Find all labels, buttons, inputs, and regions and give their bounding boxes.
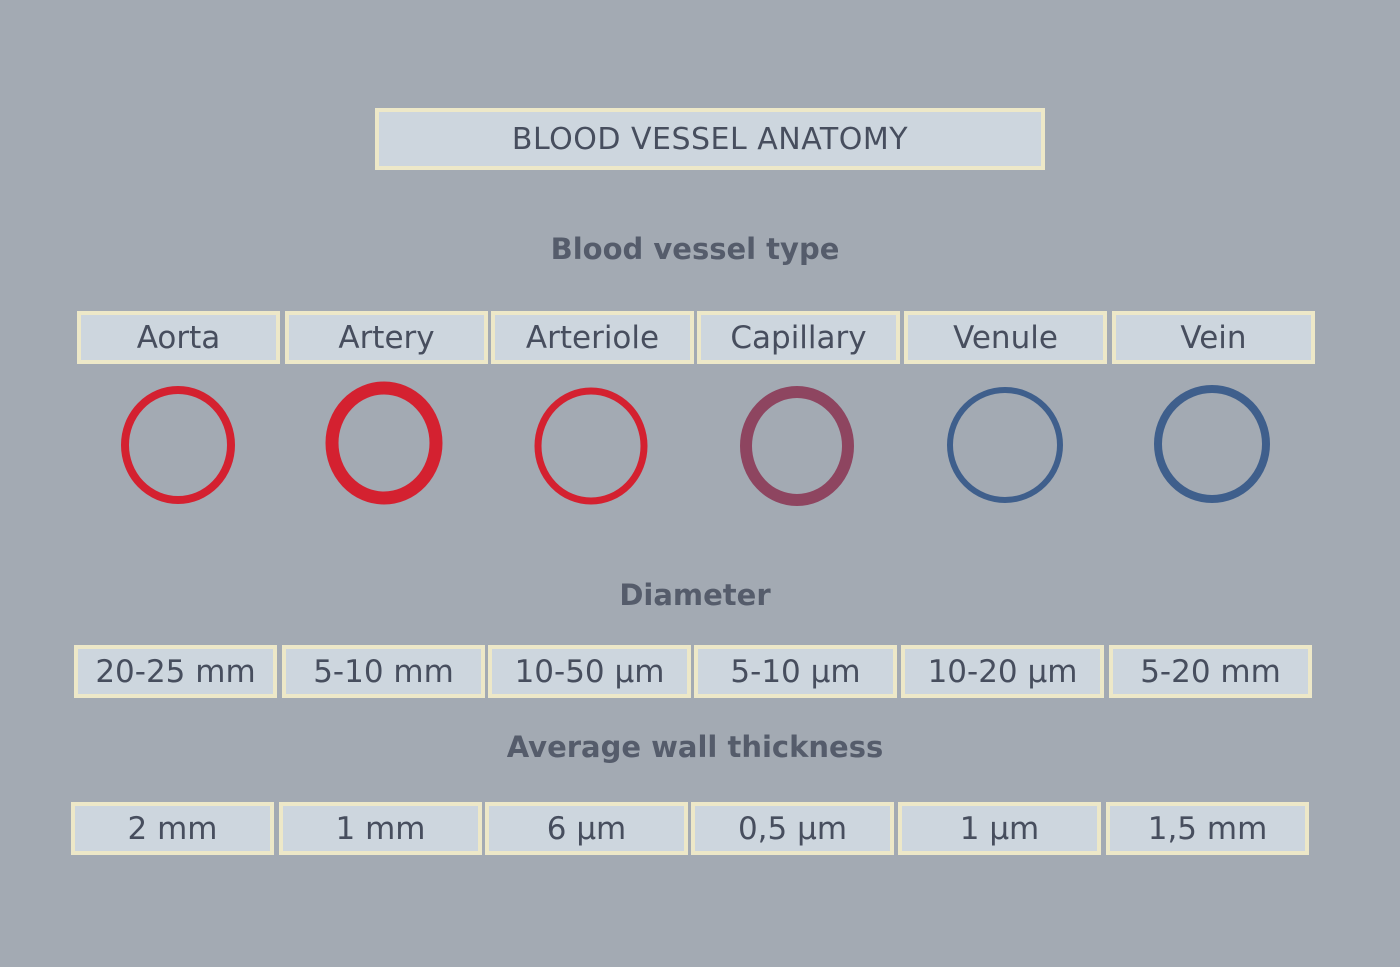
wall-thickness-value: 1,5 mm: [1106, 802, 1309, 855]
vessel-circle-artery: [325, 381, 443, 505]
heading-vessel-type: Blood vessel type: [550, 232, 840, 266]
diameter-value: 5-10 µm: [694, 645, 897, 698]
wall-thickness-value: 6 µm: [485, 802, 688, 855]
vessel-name-label: Vein: [1112, 311, 1315, 364]
vessel-circle-vein: [1154, 385, 1270, 503]
diameter-value: 20-25 mm: [74, 645, 277, 698]
wall-thickness-row: 2 mm 1 mm 6 µm 0,5 µm 1 µm 1,5 mm: [71, 802, 1316, 855]
vessel-name-label: Capillary: [697, 311, 900, 364]
vessel-circle-capillary: [740, 386, 854, 506]
wall-thickness-value: 1 µm: [898, 802, 1101, 855]
diameter-value: 10-20 µm: [901, 645, 1104, 698]
wall-thickness-value: 2 mm: [71, 802, 274, 855]
vessel-circle-venule: [947, 387, 1063, 503]
wall-thickness-value: 0,5 µm: [691, 802, 894, 855]
diameter-value: 10-50 µm: [488, 645, 691, 698]
heading-diameter: Diameter: [619, 578, 771, 612]
diagram-title: BLOOD VESSEL ANATOMY: [375, 108, 1045, 170]
vessel-name-label: Venule: [904, 311, 1107, 364]
vessel-name-label: Arteriole: [491, 311, 694, 364]
vessel-name-row: Aorta Artery Arteriole Capillary Venule Vein: [77, 311, 1322, 364]
vessel-circle-arteriole: [534, 387, 648, 505]
vessel-name-label: Artery: [285, 311, 488, 364]
heading-wall-thickness: Average wall thickness: [506, 730, 884, 764]
vessel-name-label: Aorta: [77, 311, 280, 364]
diameter-value: 5-20 mm: [1109, 645, 1312, 698]
diameter-value: 5-10 mm: [282, 645, 485, 698]
vessel-circle-aorta: [121, 386, 235, 504]
diameter-row: 20-25 mm 5-10 mm 10-50 µm 5-10 µm 10-20 µm 5-…: [74, 645, 1319, 698]
wall-thickness-value: 1 mm: [279, 802, 482, 855]
